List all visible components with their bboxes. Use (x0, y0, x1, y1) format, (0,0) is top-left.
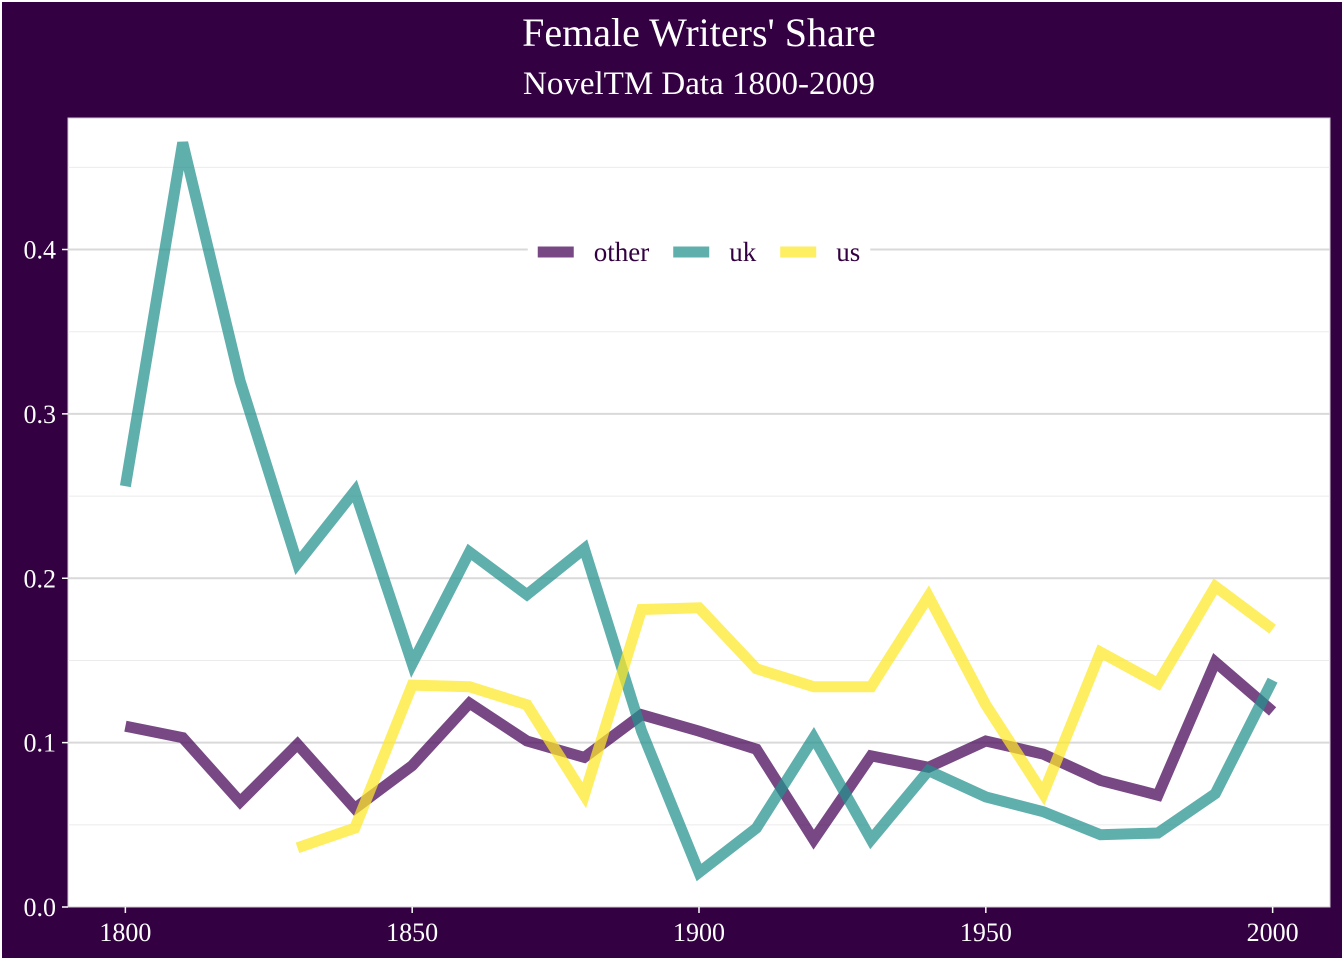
legend-label-other: other (594, 237, 649, 267)
series-layer (119, 141, 1278, 882)
chart-subtitle: NovelTM Data 1800-2009 (523, 66, 875, 102)
y-tick-label: 0.3 (24, 400, 57, 429)
y-tick-label: 0.1 (24, 729, 57, 758)
y-tick-label: 0.0 (24, 893, 57, 922)
chart-title: Female Writers' Share (522, 10, 876, 55)
legend: other uk us (527, 230, 871, 270)
series-line-uk (119, 141, 1278, 882)
legend-label-us: us (836, 237, 860, 267)
legend-label-uk: uk (729, 237, 757, 267)
x-tick-label: 1800 (99, 918, 151, 947)
y-tick-label: 0.4 (24, 236, 57, 265)
x-tick-label: 2000 (1247, 918, 1299, 947)
y-tick-label: 0.2 (24, 564, 57, 593)
series-line-us (295, 578, 1276, 854)
x-tick-label: 1900 (673, 918, 725, 947)
x-tick-label: 1950 (960, 918, 1012, 947)
series-line-other (124, 653, 1277, 850)
axis-layer: 0.0 0.1 0.2 0.3 0.4 1800 1850 1900 1950 2000 (24, 236, 1299, 948)
x-tick-label: 1850 (386, 918, 438, 947)
